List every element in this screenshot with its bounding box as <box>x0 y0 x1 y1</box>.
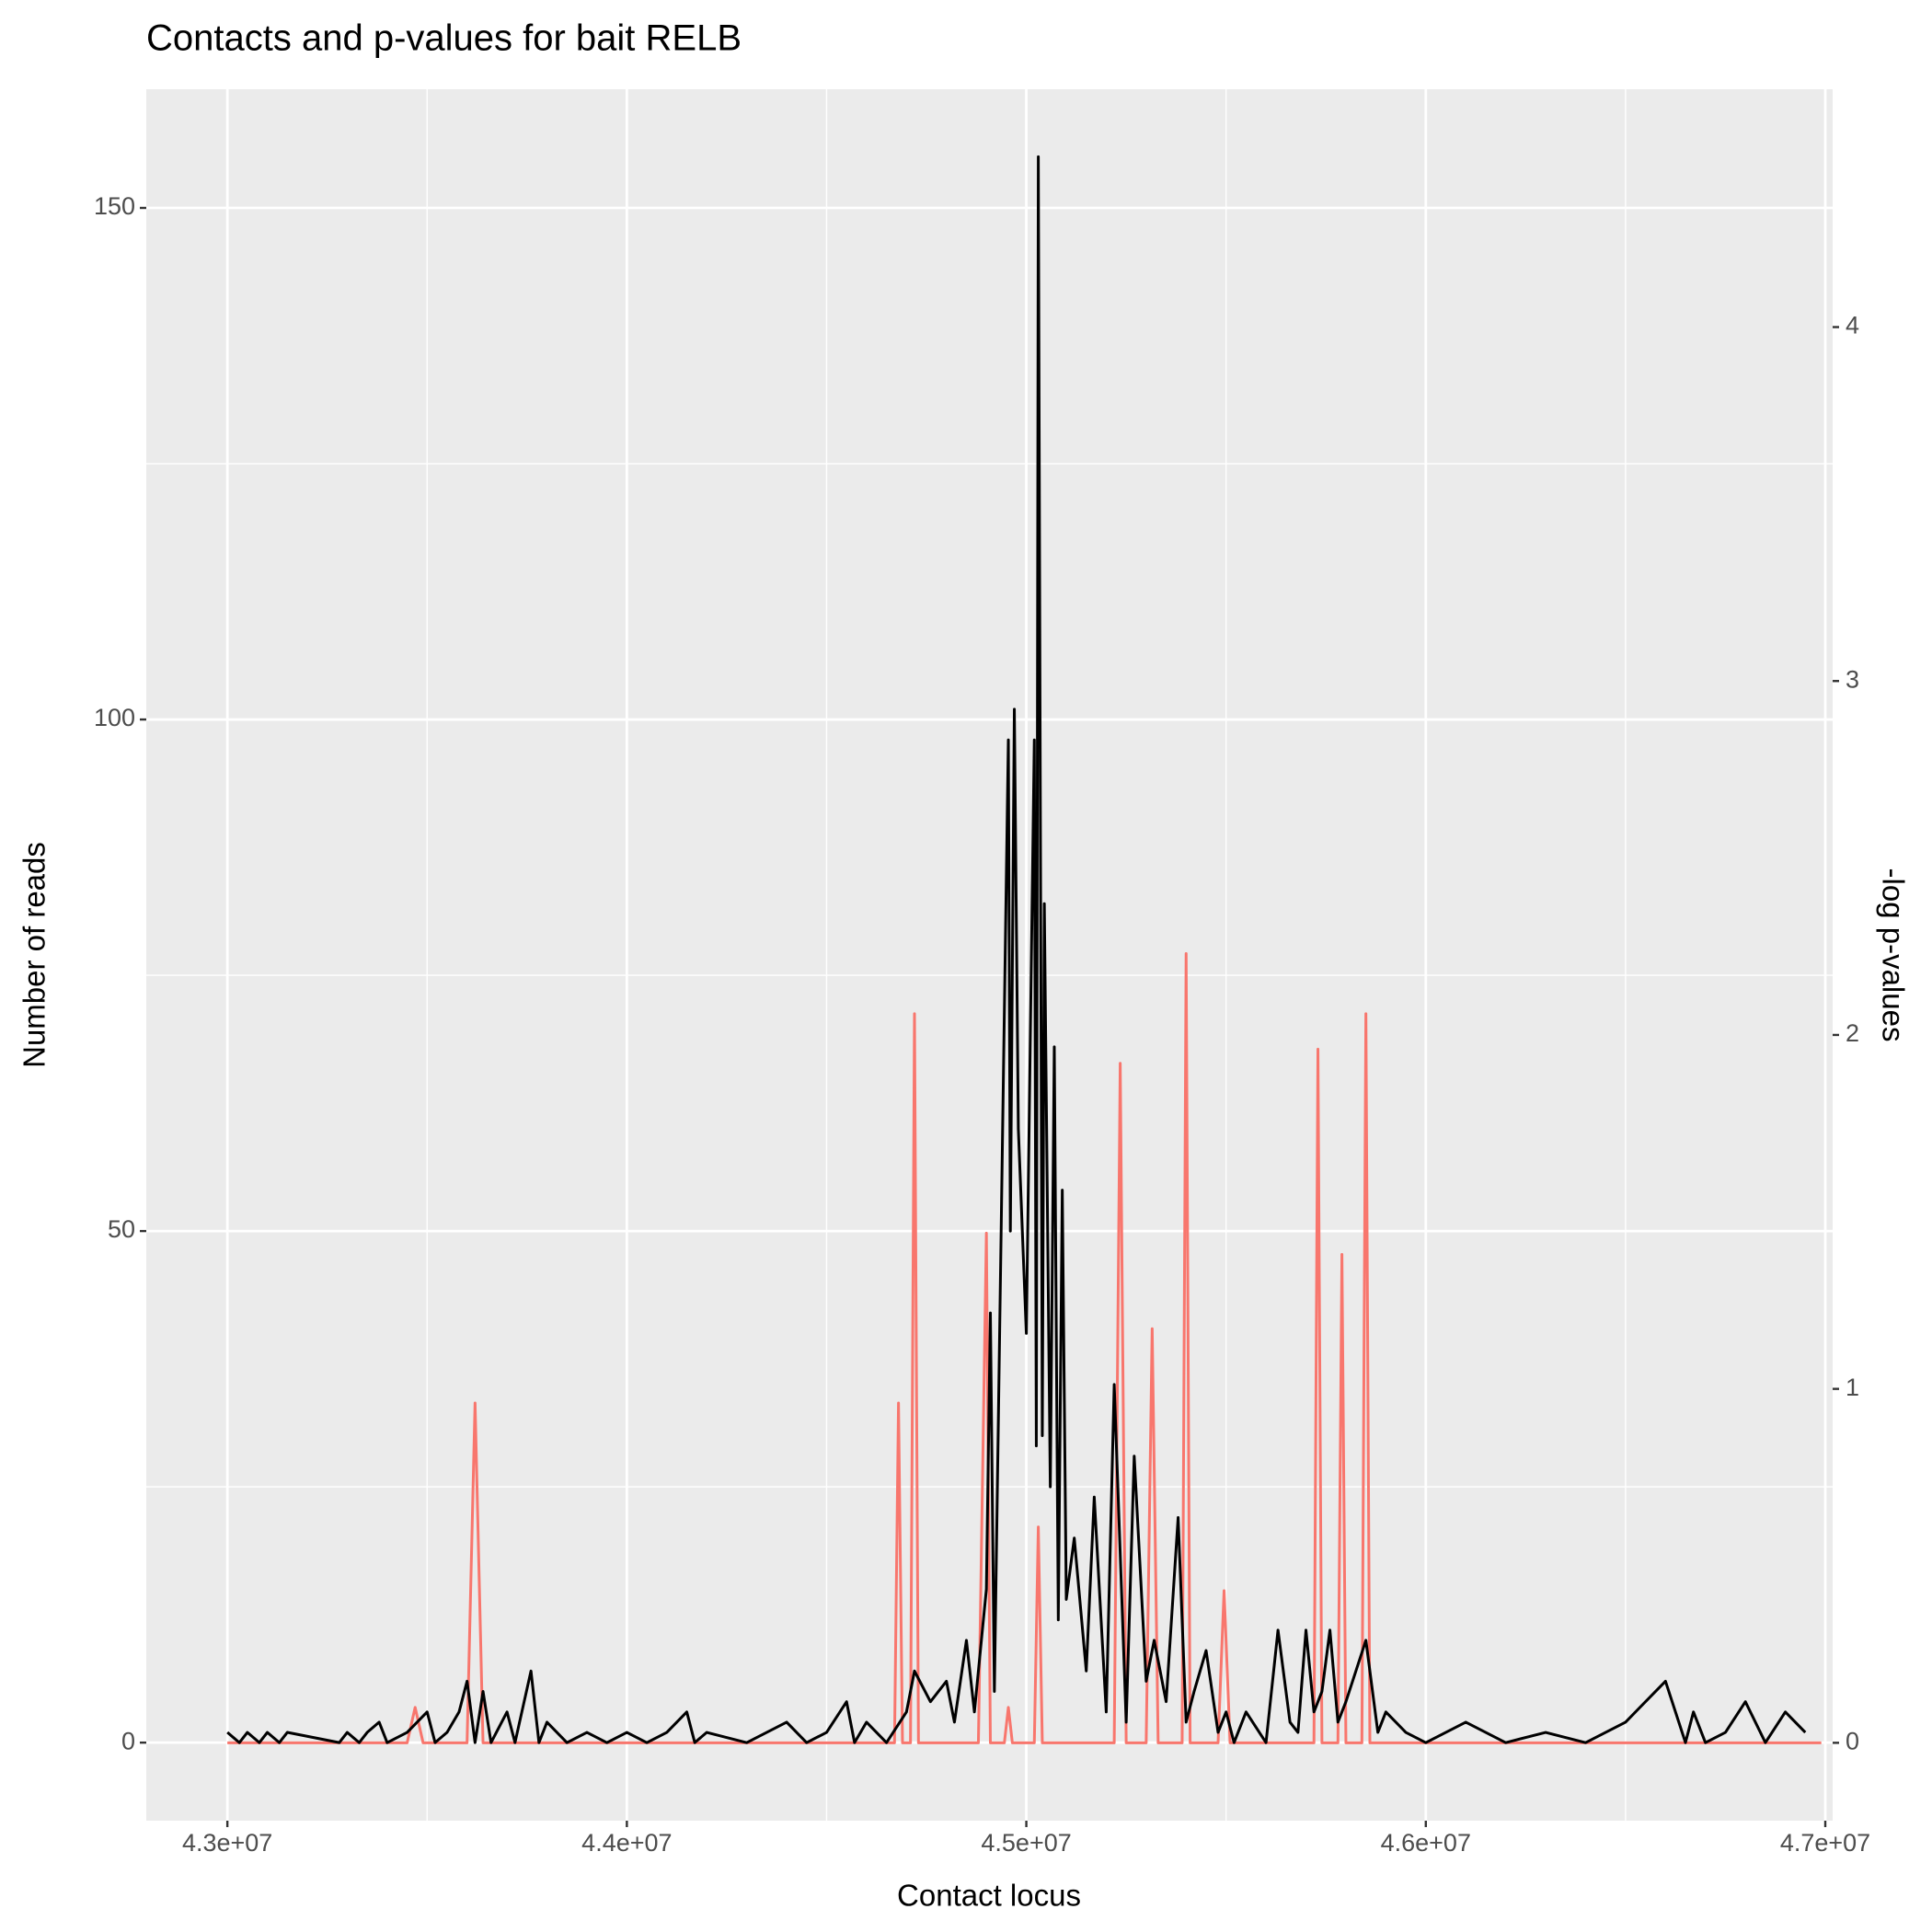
x-tick-label: 4.7e+07 <box>1780 1829 1870 1857</box>
y2-tick-label: 3 <box>1846 665 1859 693</box>
y2-axis-title: -log p-values <box>1876 868 1910 1042</box>
y-axis-title: Number of reads <box>17 842 52 1068</box>
y-tick-label: 100 <box>94 704 135 731</box>
x-axis-title: Contact locus <box>897 1879 1081 1913</box>
x-tick-label: 4.6e+07 <box>1381 1829 1471 1857</box>
y2-tick-label: 4 <box>1846 312 1859 339</box>
axes: 4.3e+07 4.4e+07 4.5e+07 4.6e+07 4.7e+0705010… <box>94 192 1870 1857</box>
line-series <box>226 155 1807 1744</box>
grid <box>146 89 1833 1821</box>
y2-tick-label: 0 <box>1846 1727 1859 1754</box>
y-tick-label: 150 <box>94 192 135 220</box>
line-series <box>227 951 1822 1744</box>
y2-tick-label: 2 <box>1846 1019 1859 1047</box>
marks <box>226 155 1822 1744</box>
y-tick-label: 50 <box>108 1215 135 1243</box>
y-tick-label: 0 <box>121 1727 135 1754</box>
x-tick-label: 4.4e+07 <box>581 1829 672 1857</box>
y2-tick-label: 1 <box>1846 1374 1859 1401</box>
chart-title: Contacts and p-values for bait RELB <box>146 18 742 59</box>
x-tick-label: 4.5e+07 <box>981 1829 1071 1857</box>
x-tick-label: 4.3e+07 <box>182 1829 272 1857</box>
